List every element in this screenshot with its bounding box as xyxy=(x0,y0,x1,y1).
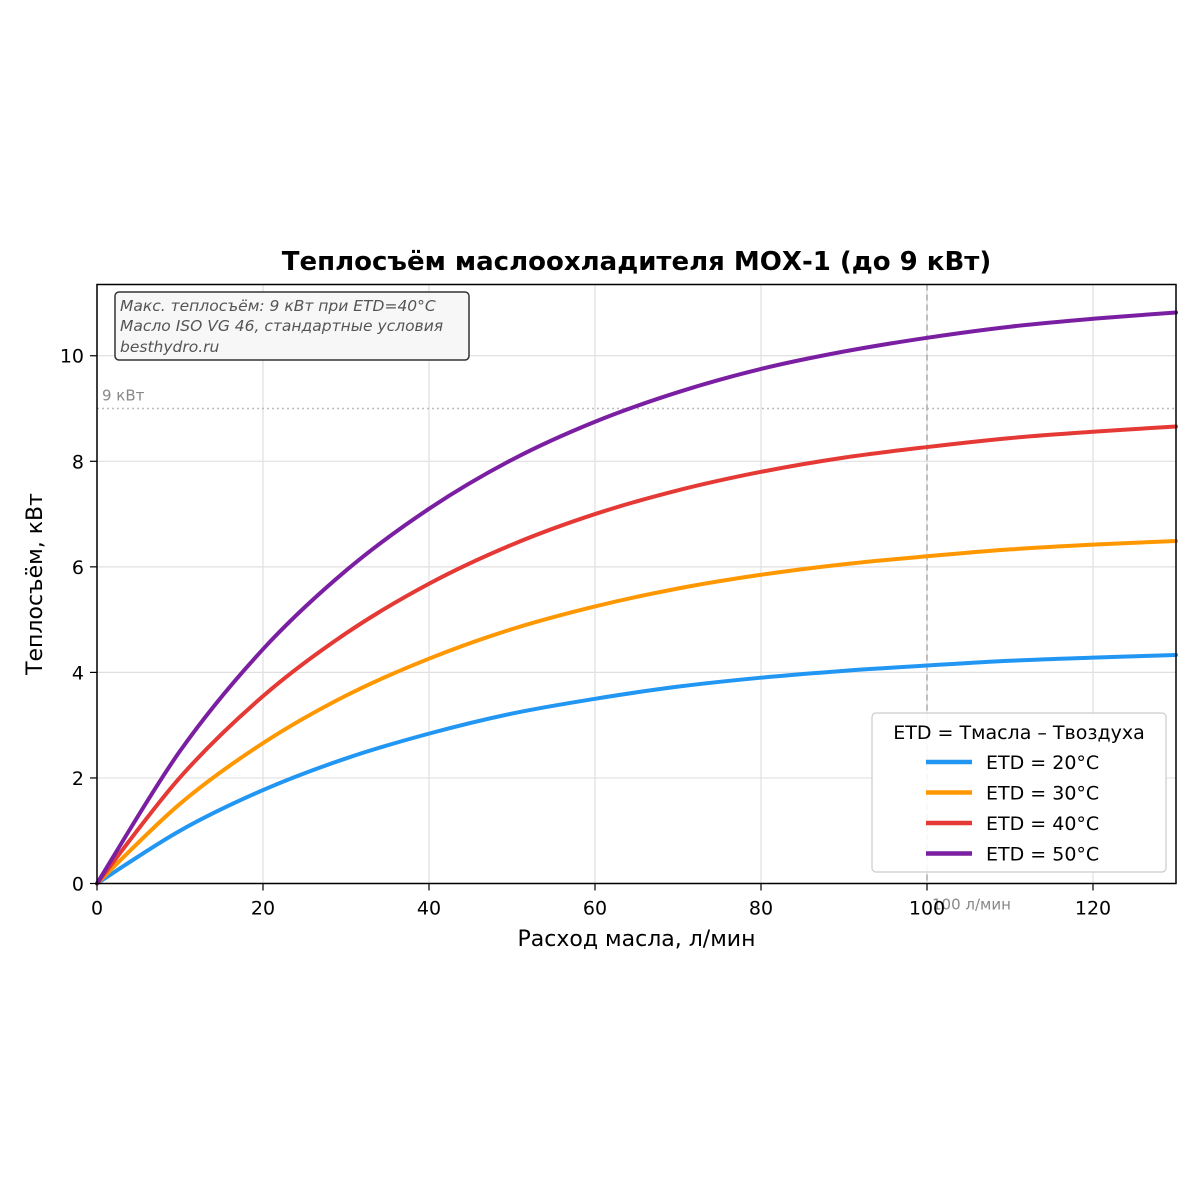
annotation-frame xyxy=(114,291,470,361)
x-tick-label-6: 120 xyxy=(1075,898,1111,920)
x-axis-label: Расход масла, л/мин xyxy=(518,927,756,952)
series-line-1 xyxy=(95,538,1178,886)
plot-frame xyxy=(96,283,1177,885)
x-tick-label-5: 100 xyxy=(909,898,945,920)
legend-label-0: ETD = 20°C xyxy=(986,752,1099,774)
legend-title: ETD = Тмасла – Твоздуха xyxy=(893,722,1144,744)
x-tick-label-4: 80 xyxy=(749,898,773,920)
legend-entries: ETD = 20°C ETD = 30°C ETD = 40°C ETD = 50°C xyxy=(926,752,1099,866)
y-tick-label-5: 10 xyxy=(60,346,84,368)
annotation-box: Макс. теплосъём: 9 кВт при ETD=40°C Масл… xyxy=(114,291,470,361)
y-tick-label-4: 8 xyxy=(72,451,84,473)
y-tick-label-2: 4 xyxy=(72,662,84,684)
x-tick-label-2: 40 xyxy=(417,898,441,920)
y-tick-label-0: 0 xyxy=(72,874,84,896)
grid xyxy=(96,284,1176,885)
legend-frame xyxy=(871,712,1167,873)
y-tick-label-3: 6 xyxy=(72,557,84,579)
series-lines xyxy=(95,310,1178,886)
reference-lines: 9 кВт 100 л/мин xyxy=(97,284,1176,914)
x-tick-label-1: 20 xyxy=(251,898,275,920)
series-line-3 xyxy=(95,310,1178,886)
series-line-0 xyxy=(95,652,1178,886)
reference-label-0: 9 кВт xyxy=(102,387,145,405)
annotation-line-2: Масло ISO VG 46, стандартные условия xyxy=(120,317,443,335)
legend-label-2: ETD = 40°C xyxy=(986,813,1099,835)
y-tick-label-1: 2 xyxy=(72,768,84,790)
y-axis-label: Теплосъём, кВт xyxy=(23,493,48,676)
x-tick-label-0: 0 xyxy=(91,898,103,920)
legend-label-3: ETD = 50°C xyxy=(986,844,1099,866)
reference-label-1: 100 л/мин xyxy=(932,896,1011,914)
annotation-line-1: Макс. теплосъём: 9 кВт при ETD=40°C xyxy=(120,297,436,315)
series-line-2 xyxy=(95,424,1178,886)
chart-title: Теплосъём маслоохладителя МОХ-1 (до 9 кВ… xyxy=(282,247,991,277)
axes: 0 20 40 60 80 100 120 0 2 4 6 8 10 xyxy=(60,346,1111,920)
annotation-line-3: besthydro.ru xyxy=(120,338,220,356)
x-tick-label-3: 60 xyxy=(583,898,607,920)
legend-label-1: ETD = 30°C xyxy=(986,783,1099,805)
